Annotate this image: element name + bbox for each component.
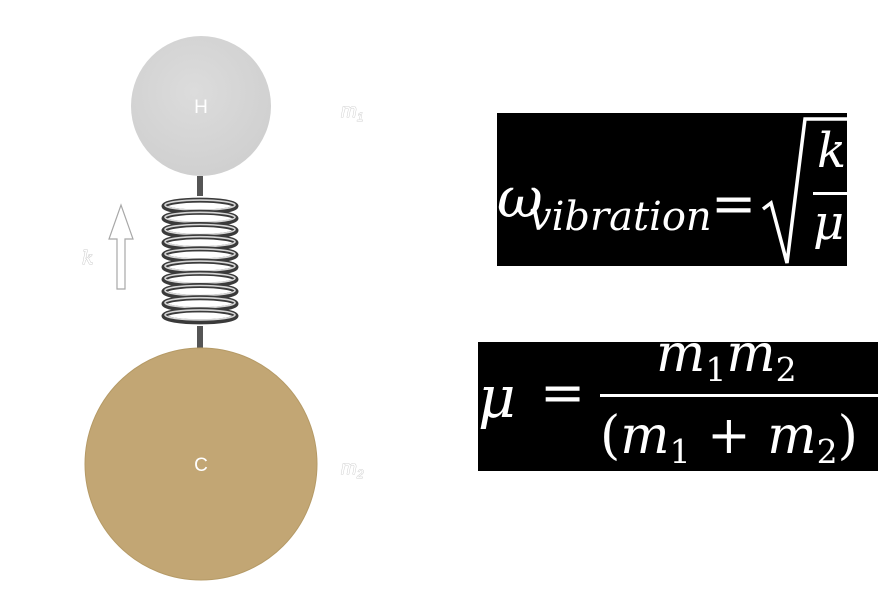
fraction-bar xyxy=(813,192,847,195)
mass-label-m2: m2 xyxy=(341,458,364,481)
spring-rod-bottom xyxy=(197,326,203,352)
mass-label-m1: m1 xyxy=(341,101,364,124)
equals-sign: = xyxy=(711,172,757,235)
spring-constant-label: k xyxy=(82,247,94,269)
square-root-icon xyxy=(761,117,847,264)
fraction-numerator-k: k xyxy=(817,123,847,179)
up-arrow-icon xyxy=(108,203,134,290)
fraction-denominator: (m1 + m2) xyxy=(600,406,858,471)
omega-symbol: ω xyxy=(497,166,543,231)
vibration-frequency-equation: ω vibration = k μ xyxy=(497,113,847,266)
equals-sign: = xyxy=(540,361,586,424)
mu-symbol: μ xyxy=(478,363,516,431)
hydrogen-symbol: H xyxy=(194,97,208,118)
carbon-atom xyxy=(84,347,318,581)
molecule-diagram: H C m1 m2 k xyxy=(82,36,364,581)
omega-subscript: vibration xyxy=(529,194,712,240)
hydrogen-atom xyxy=(131,36,271,176)
fraction-denominator-mu: μ xyxy=(813,195,845,251)
reduced-mass-equation: μ = m1m2 (m1 + m2) xyxy=(478,328,878,471)
fraction-bar xyxy=(600,394,878,397)
spring-coil xyxy=(161,197,239,325)
fraction-numerator: m1m2 xyxy=(656,324,797,389)
spring-rod-top xyxy=(197,176,203,196)
carbon-symbol: C xyxy=(194,455,208,476)
spring-loop-highlight xyxy=(164,309,236,321)
